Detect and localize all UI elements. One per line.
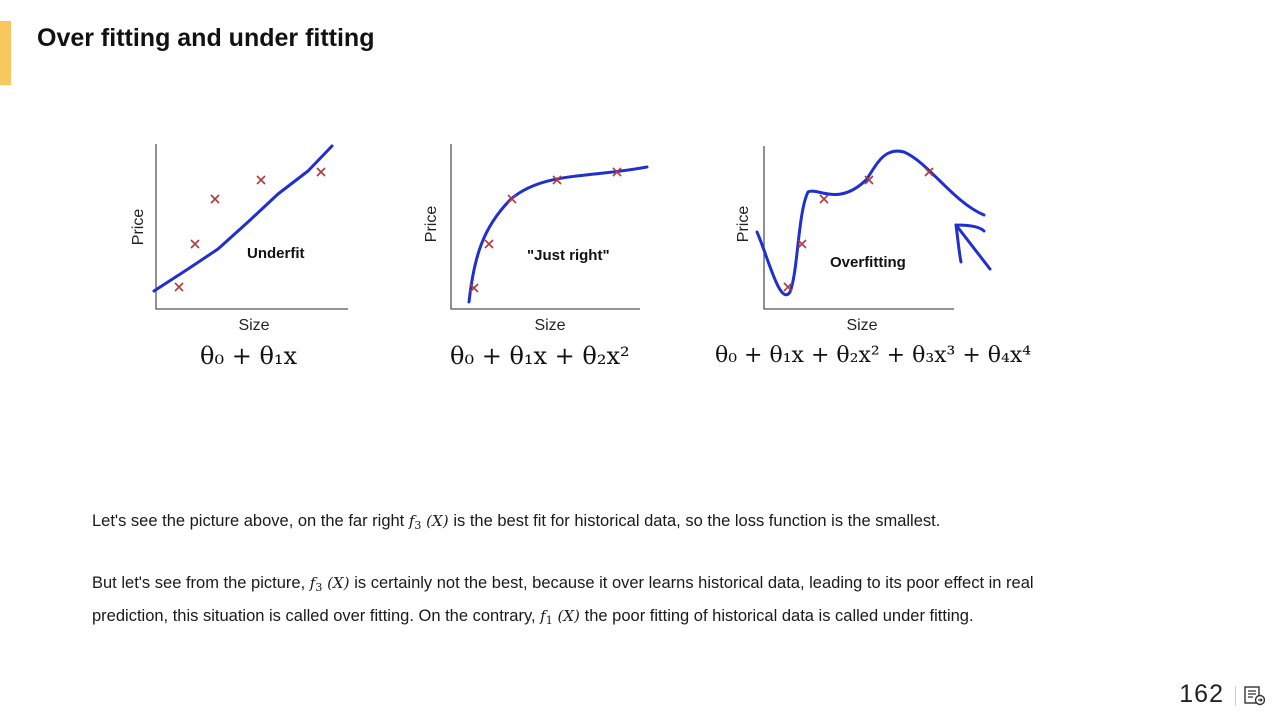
panel-ylabel: Price [130, 209, 147, 246]
panel-xlabel: Size [846, 317, 877, 334]
panel-axes [763, 146, 954, 310]
panel-annotation: "Just right" [527, 247, 610, 264]
panel-axes [155, 144, 348, 310]
panel-formula: θ₀ + θ₁x [200, 342, 298, 370]
panel-annotation: Overfitting [830, 254, 906, 271]
fit-curve [467, 165, 649, 304]
panel-just-right: Price Size "Just right" θ₀ + θ₁x + θ₂x² [423, 144, 649, 370]
paragraph-text: is certainly not the best, because it ov… [354, 574, 1034, 592]
data-point-markers [469, 167, 622, 293]
data-point-markers [783, 167, 934, 292]
fit-curve [755, 149, 986, 297]
paragraph-text: prediction, this situation is called ove… [92, 607, 541, 625]
function-symbol: f3 (X) [309, 574, 355, 594]
data-point-markers [174, 167, 326, 292]
paragraph-text: But let's see from the picture, [92, 574, 310, 592]
panel-overfitting: Price Size Overfitting θ₀ + θ₁x + θ₂x² +… [715, 146, 1031, 368]
fit-curve [152, 144, 334, 293]
presentation-icon[interactable] [1244, 686, 1266, 706]
paragraph-text: Let's see the picture above, on the far … [92, 512, 409, 530]
paragraph-text: is the best fit for historical data, so … [453, 512, 941, 530]
panel-formula: θ₀ + θ₁x + θ₂x² [450, 342, 630, 370]
function-symbol: f3 (X) [408, 512, 454, 532]
function-symbol: f1 (X) [540, 607, 585, 627]
title-accent-bar [0, 21, 11, 85]
paragraph-overfitting: But let's see from the picture, f3 (X) i… [92, 569, 1034, 635]
fitting-figure: .ax { stroke:#555; stroke-width:1.3; fil… [118, 132, 1058, 380]
panel-axes [450, 144, 640, 310]
slide-title: Over fitting and under fitting [37, 24, 375, 52]
panel-annotation: Underfit [247, 245, 305, 262]
paragraph-best-fit: Let's see the picture above, on the far … [92, 512, 940, 532]
page-number: 162 [1179, 680, 1224, 708]
paragraph-text: the poor fitting of historical data is c… [584, 607, 974, 625]
pointing-arrow [954, 223, 992, 271]
panel-underfit: Price Size Underfit θ₀ + θ₁x [130, 144, 348, 370]
paragraph-line: prediction, this situation is called ove… [92, 602, 1034, 635]
panel-xlabel: Size [534, 317, 565, 334]
paragraph-line: But let's see from the picture, f3 (X) i… [92, 569, 1034, 602]
panel-formula: θ₀ + θ₁x + θ₂x² + θ₃x³ + θ₄x⁴ [715, 343, 1031, 368]
panel-xlabel: Size [238, 317, 269, 334]
panel-ylabel: Price [423, 206, 440, 243]
panel-ylabel: Price [735, 206, 752, 243]
footer-divider [1235, 686, 1236, 706]
